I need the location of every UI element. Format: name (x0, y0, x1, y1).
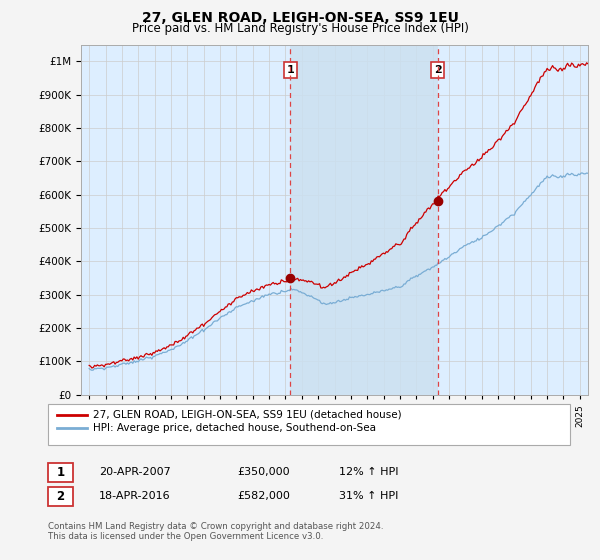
Text: 1: 1 (56, 465, 65, 479)
Text: HPI: Average price, detached house, Southend-on-Sea: HPI: Average price, detached house, Sout… (93, 423, 376, 432)
Text: £350,000: £350,000 (237, 467, 290, 477)
Text: 1: 1 (286, 65, 294, 75)
Text: £582,000: £582,000 (237, 491, 290, 501)
Text: 31% ↑ HPI: 31% ↑ HPI (339, 491, 398, 501)
Text: Price paid vs. HM Land Registry's House Price Index (HPI): Price paid vs. HM Land Registry's House … (131, 22, 469, 35)
Text: 27, GLEN ROAD, LEIGH-ON-SEA, SS9 1EU (detached house): 27, GLEN ROAD, LEIGH-ON-SEA, SS9 1EU (de… (93, 410, 401, 419)
Bar (290, 45, 437, 395)
Text: 2: 2 (434, 65, 442, 75)
Text: 27, GLEN ROAD, LEIGH-ON-SEA, SS9 1EU: 27, GLEN ROAD, LEIGH-ON-SEA, SS9 1EU (142, 11, 458, 25)
Text: 18-APR-2016: 18-APR-2016 (99, 491, 170, 501)
Text: 2: 2 (56, 489, 65, 503)
Text: This data is licensed under the Open Government Licence v3.0.: This data is licensed under the Open Gov… (48, 532, 323, 541)
Text: 20-APR-2007: 20-APR-2007 (99, 467, 171, 477)
Text: Contains HM Land Registry data © Crown copyright and database right 2024.: Contains HM Land Registry data © Crown c… (48, 522, 383, 531)
Text: 12% ↑ HPI: 12% ↑ HPI (339, 467, 398, 477)
